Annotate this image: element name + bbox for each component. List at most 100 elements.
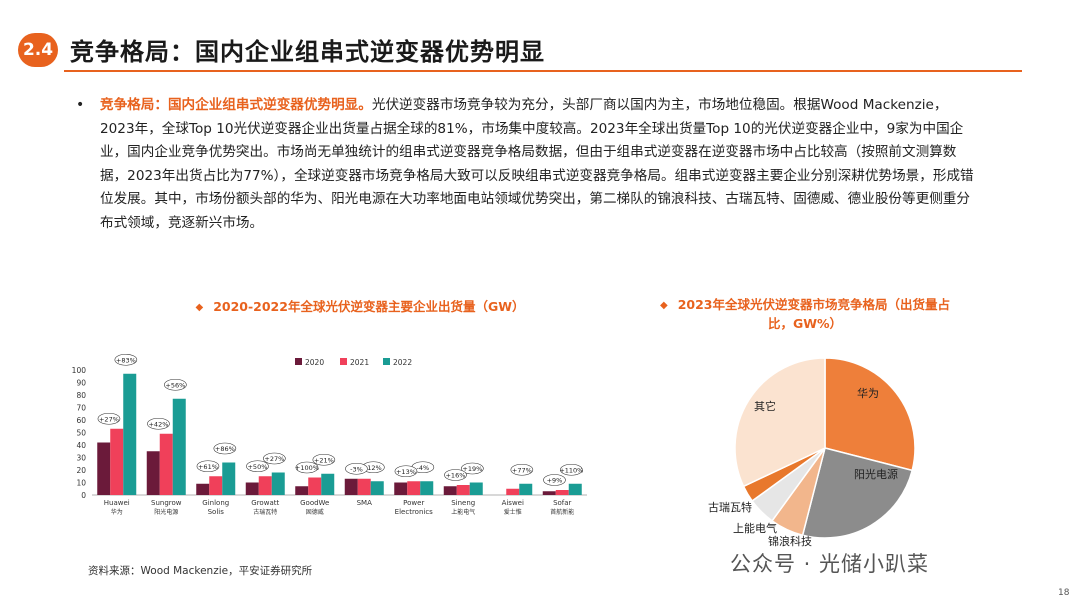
y-tick-label: 20 — [76, 466, 86, 475]
bar — [123, 373, 137, 495]
legend-label: 2020 — [305, 358, 324, 367]
growth-label: +77% — [512, 466, 532, 474]
bar — [271, 472, 285, 495]
x-tick-label: Sineng — [451, 499, 475, 507]
bar — [196, 483, 210, 495]
growth-bubble — [461, 462, 484, 475]
legend-swatch — [340, 358, 347, 365]
pie-label: 锦浪科技 — [768, 534, 812, 548]
pie-label: 华为 — [857, 386, 879, 400]
pie-slice — [824, 357, 916, 472]
pie-label: 古瑞瓦特 — [708, 500, 752, 514]
x-tick-label-cn: 华为 — [111, 508, 123, 516]
growth-bubble — [164, 378, 187, 391]
x-tick-label: Huawei — [104, 499, 130, 507]
growth-label: +56% — [165, 381, 185, 389]
x-tick-label-cn: 固德威 — [306, 508, 324, 516]
growth-bubble — [114, 353, 138, 366]
bar — [407, 481, 421, 495]
y-tick-label: 50 — [76, 429, 86, 438]
growth-bubble — [510, 463, 534, 476]
y-tick-label: 40 — [76, 441, 86, 450]
y-tick-label: 10 — [76, 479, 86, 488]
bar — [110, 428, 124, 495]
growth-bubble — [444, 469, 467, 481]
body-paragraph: 竞争格局：国内企业组串式逆变器优势明显。光伏逆变器市场竞争较为充分，头部厂商以国… — [100, 94, 980, 235]
x-tick-label-cn: 古瑞瓦特 — [253, 508, 277, 516]
growth-bubble — [213, 442, 237, 455]
growth-bubble — [263, 452, 286, 465]
growth-label: +27% — [99, 415, 119, 423]
x-tick-label-cn: 首航新能 — [550, 508, 574, 516]
bar — [506, 488, 520, 495]
x-tick-label: Solis — [208, 508, 225, 516]
diamond-icon: ◆ — [660, 299, 668, 311]
pie-slice — [801, 447, 914, 539]
growth-label: +27% — [264, 455, 284, 463]
bar — [568, 483, 582, 495]
diamond-icon: ◆ — [195, 302, 204, 313]
source-note: 资料来源：Wood Mackenzie，平安证券研究所 — [88, 565, 313, 577]
x-tick-label-cn: 阳光电源 — [154, 508, 178, 516]
growth-label: +50% — [247, 463, 267, 471]
pie-label: 上能电气 — [733, 521, 777, 535]
y-tick-label: 60 — [76, 416, 86, 425]
bar — [146, 451, 160, 495]
y-tick-label: 100 — [72, 366, 87, 375]
x-tick-label: Electronics — [395, 508, 434, 516]
growth-label: +21% — [314, 456, 334, 464]
x-tick-label-cn: 上能电气 — [451, 508, 475, 516]
x-tick-label: Sungrow — [151, 499, 182, 507]
bar — [519, 483, 533, 495]
pie-slice — [734, 357, 826, 488]
growth-label: +9% — [547, 477, 563, 485]
growth-bubble — [345, 462, 368, 475]
y-tick-label: 0 — [81, 491, 86, 500]
x-tick-label: Sofar — [553, 499, 571, 507]
growth-bubble — [394, 465, 418, 478]
bar — [469, 482, 483, 495]
bar — [222, 462, 236, 495]
growth-label: +110% — [559, 466, 583, 474]
growth-bubble — [312, 453, 336, 466]
bar — [394, 482, 408, 495]
bar — [443, 486, 457, 495]
growth-bubble — [97, 412, 121, 425]
growth-label: +42% — [148, 420, 168, 428]
bar — [97, 442, 111, 495]
bar-chart: 0 10 20 30 40 50 60 70 80 90 100 2020 2021 2022 Huawei… — [72, 353, 587, 516]
body-highlight: 竞争格局：国内企业组串式逆变器优势明显。 — [100, 97, 372, 113]
bar — [344, 478, 358, 495]
page-title: 竞争格局：国内企业组串式逆变器优势明显 — [70, 38, 545, 66]
legend-swatch — [383, 358, 390, 365]
page-number: 18 — [1058, 588, 1070, 598]
y-tick-label: 90 — [76, 379, 86, 388]
legend-swatch — [295, 358, 302, 365]
growth-bubble — [543, 474, 566, 486]
watermark: 公众号 · 光储小趴菜 — [730, 552, 930, 576]
bar — [555, 490, 569, 495]
growth-label: +13% — [396, 468, 416, 476]
bar — [456, 485, 470, 495]
growth-label: +61% — [198, 463, 218, 471]
bar — [357, 478, 371, 495]
growth-bubble — [560, 463, 583, 476]
bar — [370, 481, 384, 495]
bar — [308, 477, 322, 495]
growth-label: +100% — [295, 464, 319, 472]
growth-label: +16% — [445, 472, 465, 480]
growth-label: +86% — [215, 445, 235, 453]
x-tick-label-cn: 爱士惟 — [504, 508, 522, 516]
growth-label: -12% — [365, 464, 382, 472]
pie-label: 其它 — [754, 399, 776, 413]
bar — [245, 482, 259, 495]
x-tick-label: Ginlong — [202, 499, 229, 507]
bar — [209, 476, 223, 495]
title-divider — [64, 70, 1022, 72]
growth-bubble — [147, 417, 170, 430]
bullet-dot: • — [76, 97, 85, 113]
x-tick-label: Growatt — [251, 499, 279, 507]
legend-label: 2022 — [393, 358, 412, 367]
growth-bubble — [196, 460, 220, 473]
